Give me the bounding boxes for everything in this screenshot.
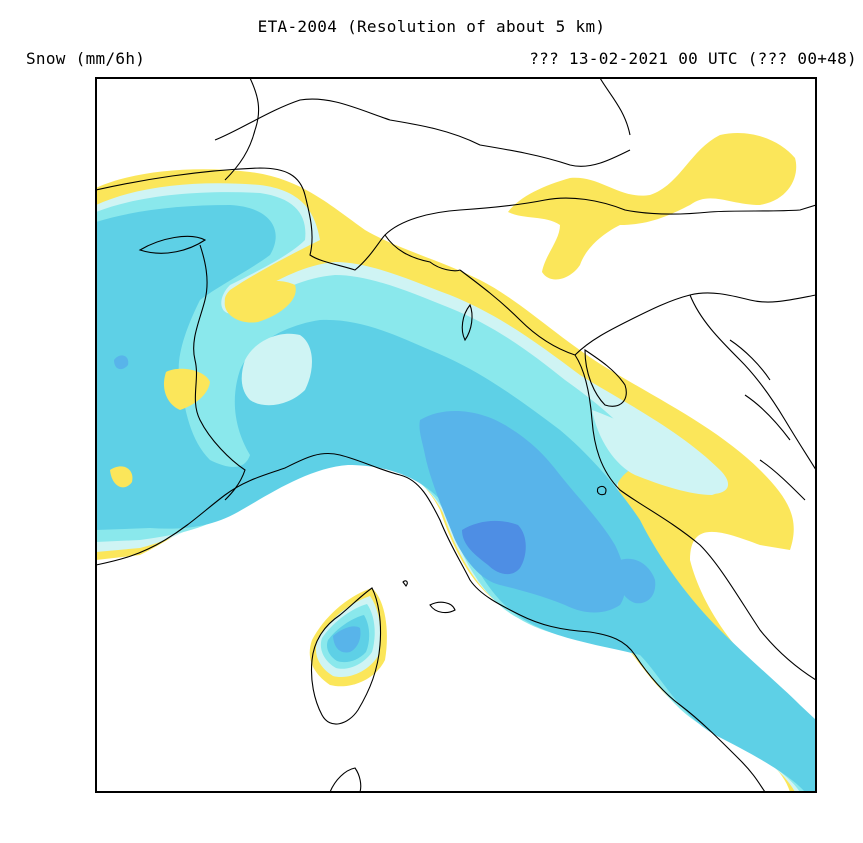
snow-pocket-yellow-1 [163, 368, 210, 410]
elba-outline [429, 601, 456, 614]
snow-pocket-west [241, 333, 312, 406]
variable-label: Snow (mm/6h) [26, 49, 146, 68]
border-swiss [96, 167, 461, 272]
lake-garda [461, 303, 473, 342]
border-austria [384, 197, 816, 236]
snow-level-5 [419, 410, 626, 613]
corsica-outline [310, 587, 382, 725]
italian-west-coast [96, 452, 766, 792]
italian-east-coast [459, 269, 816, 681]
istria [584, 348, 627, 407]
snow-level-5-corsica [333, 626, 361, 653]
border-croatia [689, 294, 816, 471]
snow-field [96, 132, 816, 792]
snow-pocket-blue-1 [114, 355, 129, 370]
border-germany [214, 98, 631, 167]
coastlines [96, 78, 816, 792]
map-title: ETA-2004 (Resolution of about 5 km) [257, 17, 606, 36]
snow-level-6 [462, 520, 526, 575]
border-north-2 [599, 78, 631, 136]
snow-level-5-b [618, 558, 656, 604]
snow-pocket-east [592, 410, 723, 495]
lake-geneva [138, 235, 207, 254]
snow-pocket-yellow-3 [110, 466, 133, 488]
sardinia-tip [329, 767, 362, 792]
border-france-italy [193, 244, 246, 501]
run-info-label: ??? 13-02-2021 00 UTC (??? 00+48) [529, 49, 857, 68]
border-slovenia [574, 292, 816, 356]
small-island [402, 580, 408, 587]
border-north [224, 78, 260, 181]
tuscan-island [596, 485, 607, 496]
snow-pocket-blue-2 [546, 577, 567, 594]
snow-level-1-ne [508, 132, 797, 280]
map-frame [95, 77, 817, 793]
kvarner-islands [729, 339, 806, 501]
snow-pocket-yellow-2 [224, 280, 296, 323]
